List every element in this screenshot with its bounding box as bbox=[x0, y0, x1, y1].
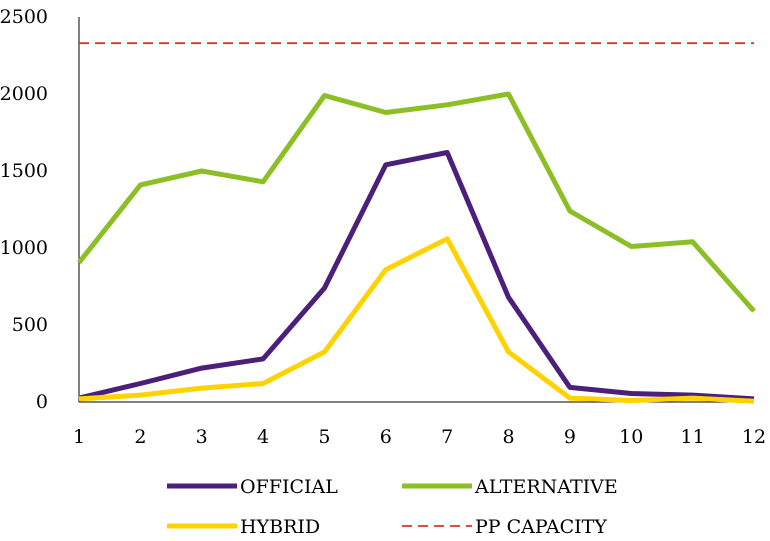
y-tick-label: 2500 bbox=[0, 6, 48, 28]
x-tick-label: 2 bbox=[134, 426, 146, 448]
x-tick-label: 5 bbox=[318, 426, 330, 448]
legend-label-hybrid: HYBRID bbox=[240, 516, 320, 538]
legend-label-pp-capacity: PP CAPACITY bbox=[475, 516, 607, 538]
axes bbox=[78, 17, 754, 403]
x-tick-label: 12 bbox=[742, 426, 766, 448]
x-tick-label: 10 bbox=[619, 426, 643, 448]
y-tick-labels: 0 500 1000 1500 2000 2500 bbox=[0, 6, 48, 413]
y-tick-label: 2000 bbox=[0, 83, 48, 105]
legend-label-alternative: ALTERNATIVE bbox=[474, 476, 618, 498]
y-tick-label: 1500 bbox=[0, 160, 48, 182]
series-lines bbox=[77, 42, 756, 404]
x-tick-label: 6 bbox=[380, 426, 392, 448]
legend: OFFICIAL ALTERNATIVE HYBRID PP CAPACITY bbox=[167, 476, 618, 538]
series-line-hybrid bbox=[78, 236, 755, 404]
x-tick-label: 9 bbox=[564, 426, 576, 448]
legend-label-official: OFFICIAL bbox=[240, 476, 338, 498]
x-tick-label: 8 bbox=[502, 426, 514, 448]
x-tick-label: 7 bbox=[441, 426, 453, 448]
x-tick-label: 3 bbox=[196, 426, 208, 448]
series-line-alternative bbox=[77, 91, 756, 313]
y-tick-label: 0 bbox=[36, 391, 48, 413]
x-tick-label: 1 bbox=[73, 426, 85, 448]
x-tick-label: 11 bbox=[681, 426, 705, 448]
series-line-official bbox=[78, 150, 755, 402]
y-tick-label: 1000 bbox=[0, 237, 48, 259]
y-tick-label: 500 bbox=[12, 314, 48, 336]
x-tick-labels: 1 2 3 4 5 6 7 8 9 10 11 12 bbox=[73, 426, 766, 448]
x-tick-label: 4 bbox=[257, 426, 269, 448]
